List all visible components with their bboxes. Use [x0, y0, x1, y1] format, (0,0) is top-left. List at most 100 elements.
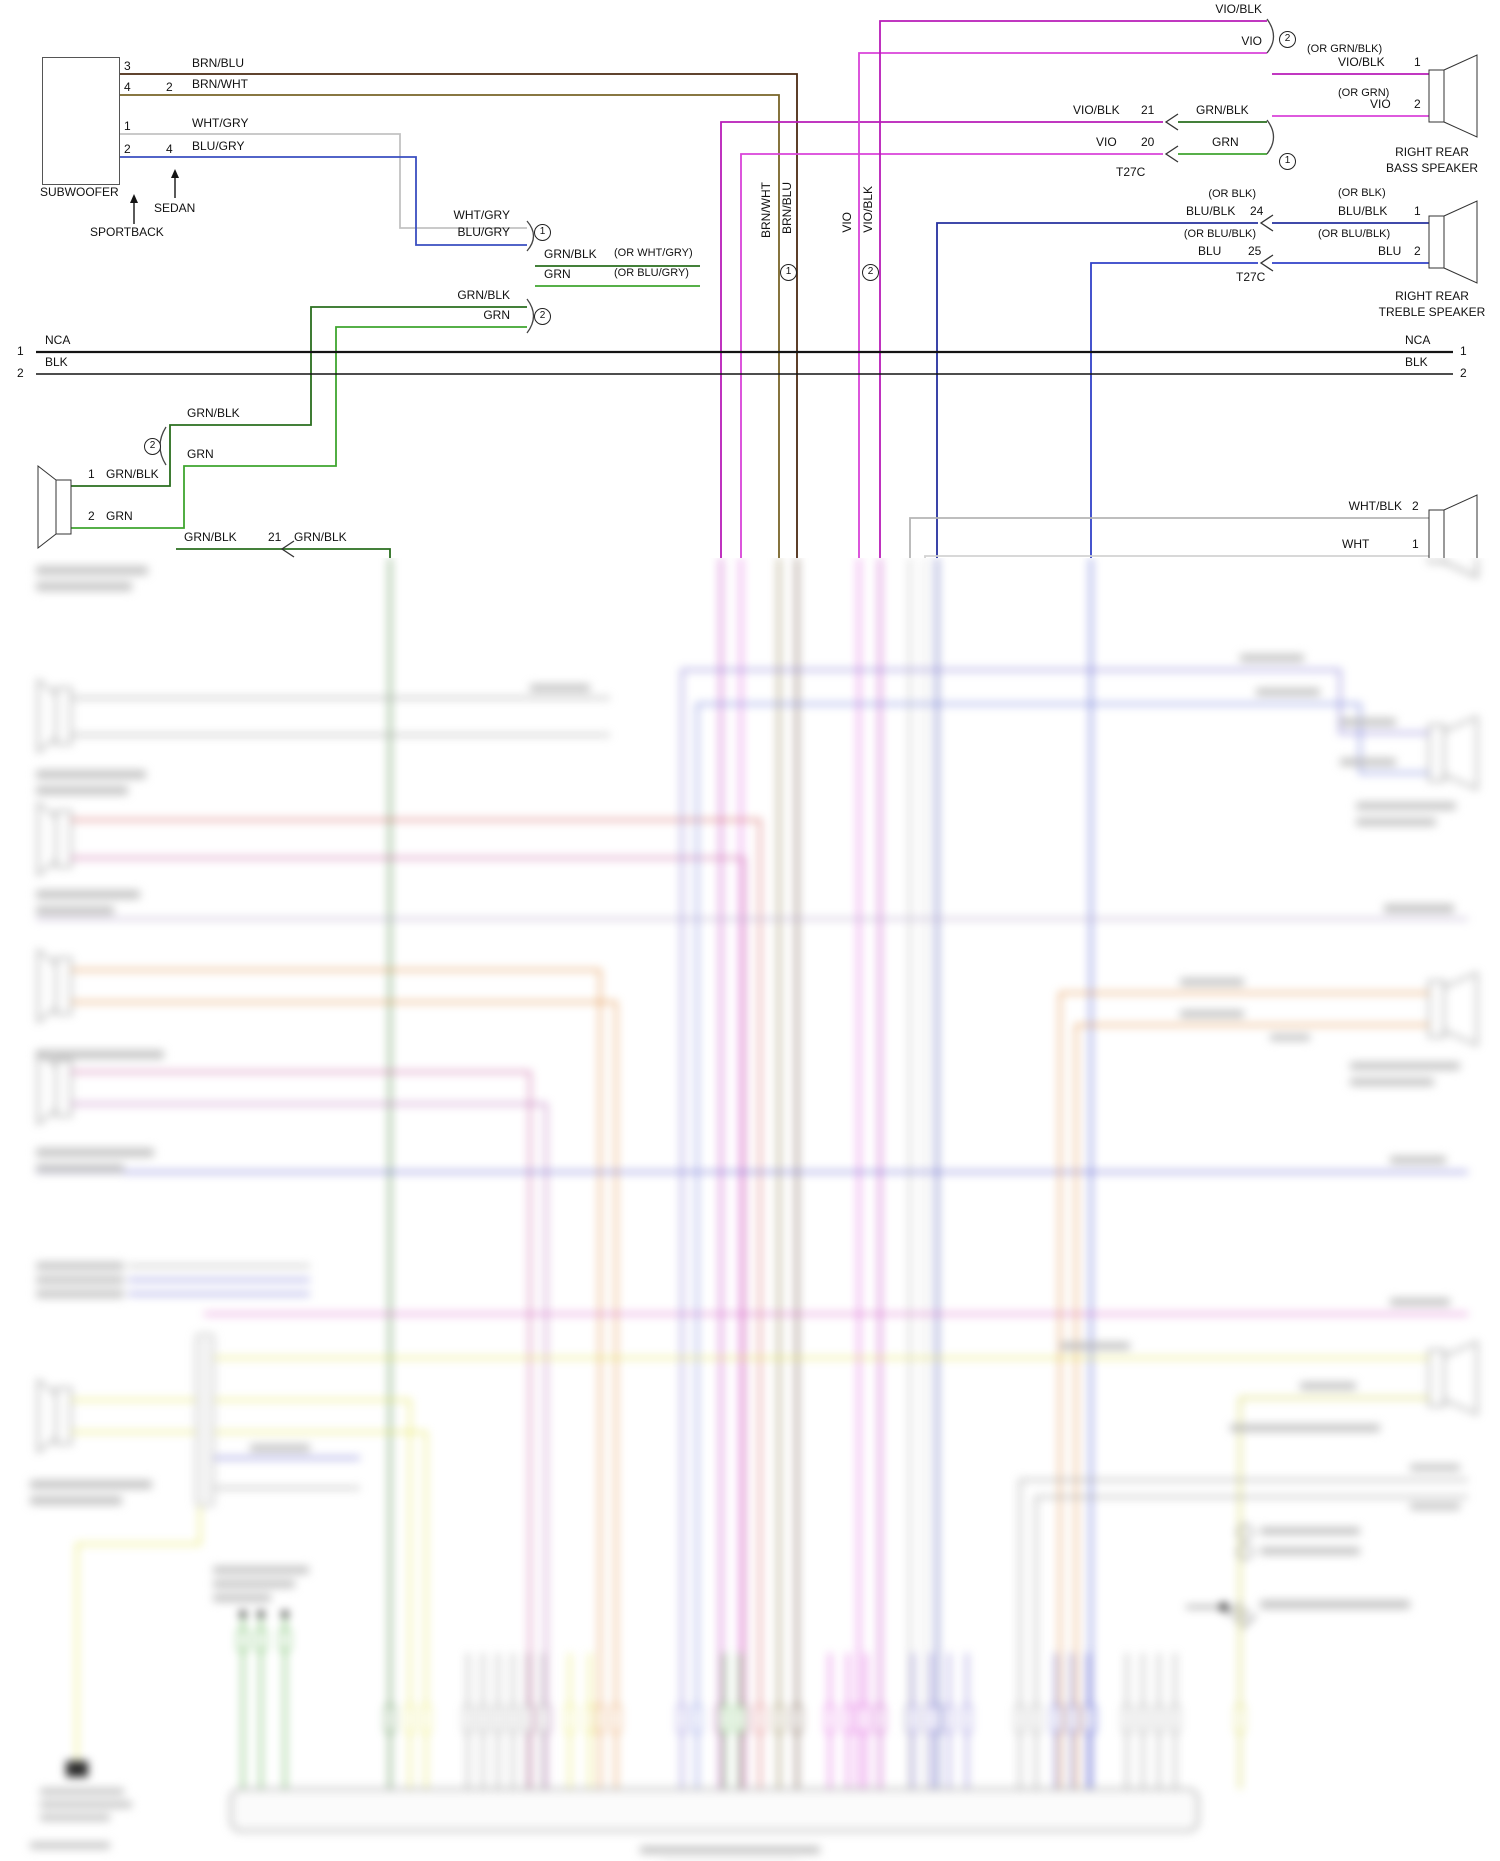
wire-label-grn: GRN	[187, 447, 214, 461]
wire-vio-blk-t27c	[720, 121, 1163, 600]
blurred-label-bar	[36, 906, 114, 915]
riser-label-vio: VIO	[840, 212, 854, 233]
wire-label-wht-gry: WHT/GRY	[453, 208, 510, 222]
blurred-wire	[1239, 1397, 1429, 1789]
variant-sportback: SPORTBACK	[90, 225, 164, 239]
wire-label-blu: BLU	[1198, 244, 1222, 258]
blurred-wire	[1075, 1024, 1429, 1789]
pin-number-alt: 4	[166, 142, 173, 156]
pin-number: 2	[124, 142, 131, 156]
blurred-label-bar	[250, 1444, 310, 1452]
blurred-terminal	[1015, 1705, 1025, 1733]
bus-number: 2	[17, 366, 24, 380]
blurred-label-bar	[36, 1276, 124, 1284]
wire-label-vio-blk: VIO/BLK	[1215, 2, 1262, 16]
blurred-label-bar	[1410, 1503, 1460, 1510]
blurred-region	[0, 558, 1500, 1861]
blurred-label-bar	[1340, 718, 1396, 726]
wire-label-vio-blk: VIO/BLK	[1073, 103, 1120, 117]
connector-chevron	[1259, 254, 1274, 272]
blurred-amplifier-box	[230, 1788, 1199, 1832]
blurred-label-bar	[1390, 1156, 1446, 1164]
footnote-marker-2: 2	[534, 308, 551, 325]
right-rear-bass-speaker-icon	[1428, 54, 1478, 138]
blurred-speaker	[37, 678, 57, 754]
wire-label-grn-blk: GRN/BLK	[544, 247, 597, 261]
wire-label-blu-blk: BLU/BLK	[1338, 204, 1388, 218]
bus-number: 1	[17, 344, 24, 358]
blurred-wire	[71, 969, 601, 1789]
blurred-terminal	[508, 1705, 518, 1733]
bus-number: 1	[1460, 344, 1467, 358]
blurred-speaker	[55, 810, 72, 868]
right-rear-treble-speaker-icon	[1428, 200, 1478, 284]
blurred-terminal	[692, 1705, 702, 1733]
blurred-terminal	[843, 1705, 853, 1733]
wire-label-grn-blk: GRN/BLK	[187, 406, 240, 420]
blurred-terminal	[1083, 1705, 1093, 1733]
blurred-wire	[71, 1103, 547, 1789]
blurred-label-bar	[1340, 758, 1396, 766]
footnote-marker-1: 1	[1279, 153, 1296, 170]
blurred-terminal	[1154, 1705, 1164, 1733]
blurred-terminal	[677, 1705, 687, 1733]
blurred-terminal	[825, 1705, 835, 1733]
alt-color-note: (OR GRN/BLK)	[1307, 43, 1383, 55]
connector-pin-24: 24	[1250, 204, 1264, 218]
blurred-label-bar	[1356, 818, 1436, 826]
blurred-speaker	[55, 1059, 72, 1117]
blurred-label-bar	[1356, 802, 1456, 810]
connector-chevron	[1164, 113, 1179, 131]
bracket-bass-t27c	[1266, 119, 1275, 155]
wire-label-blu-blk: BLU/BLK	[1186, 204, 1236, 218]
blurred-terminal	[1031, 1705, 1041, 1733]
bus-label-blk: BLK	[1405, 355, 1428, 369]
pin-number: 2	[88, 509, 95, 523]
blurred-label-bar	[30, 1480, 152, 1489]
connector-chevron	[1164, 145, 1179, 163]
wire-label-grn-blk: GRN/BLK	[294, 530, 347, 544]
wire-vio-top	[858, 52, 1267, 600]
connector-pin-25: 25	[1248, 244, 1262, 258]
footnote-marker-2: 2	[144, 438, 161, 455]
blurred-label-bar	[1240, 654, 1304, 662]
blurred-terminal	[385, 1705, 395, 1733]
blurred-label-bar	[1180, 1010, 1244, 1018]
wire-grn-blk-door	[71, 306, 527, 487]
pin-number: 2	[1414, 244, 1421, 258]
pin-number-alt: 2	[166, 80, 173, 94]
blurred-label-bar	[36, 786, 128, 795]
blurred-diagram	[30, 558, 1478, 1861]
riser-label-vio-blk: VIO/BLK	[861, 186, 875, 233]
blurred-terminal	[255, 1629, 267, 1651]
bracket-splice-2	[526, 298, 535, 334]
blurred-wire	[1234, 1608, 1249, 1623]
wire-vio-t27c	[740, 153, 1163, 600]
blurred-label-bar	[1300, 1382, 1356, 1390]
alt-color-note: (OR BLK)	[1208, 188, 1256, 200]
pin-number: 3	[124, 59, 131, 73]
sedan-arrowhead	[171, 169, 179, 178]
wire-label-vio: VIO	[1096, 135, 1117, 149]
blurred-terminal	[478, 1705, 488, 1733]
blurred-label-bar	[36, 1050, 164, 1059]
pin-number: 2	[1412, 499, 1419, 513]
speaker-name: TREBLE SPEAKER	[1378, 305, 1486, 319]
wire-label-vio: VIO	[1370, 97, 1391, 111]
blurred-terminal	[908, 1705, 918, 1733]
blurred-speaker	[1443, 972, 1478, 1046]
blurred-wire	[1035, 1496, 1468, 1789]
blurred-wire	[681, 669, 1429, 1789]
blurred-speaker	[55, 957, 72, 1015]
blurred-wire	[1019, 1479, 1468, 1789]
wire-label-grn: GRN	[106, 509, 133, 523]
blurred-label-bar	[40, 1788, 124, 1795]
pin-number: 1	[1412, 537, 1419, 551]
wire-blu-25	[1090, 262, 1258, 600]
wire-label-grn-blk: GRN/BLK	[1196, 103, 1249, 117]
subwoofer-title: SUBWOOFER	[40, 185, 119, 199]
blurred-label-bar	[30, 1842, 110, 1849]
blurred-wire	[71, 819, 761, 1789]
blurred-terminal	[1235, 1705, 1245, 1733]
speaker-name: BASS SPEAKER	[1385, 161, 1479, 175]
